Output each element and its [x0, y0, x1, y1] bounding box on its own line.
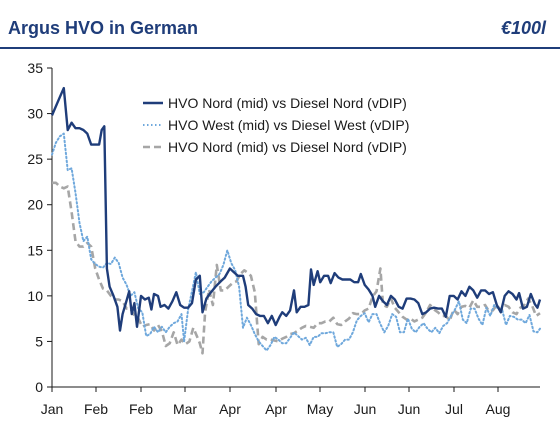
legend-label-2: HVO West (mid) vs Diesel West (vDIP) [168, 117, 409, 133]
y-tick-label: 25 [27, 151, 43, 167]
legend-label-1: HVO Nord (mid) vs Diesel Nord (vDIP) [168, 95, 407, 111]
series-line-2 [51, 132, 541, 352]
y-tick-label: 5 [35, 333, 43, 349]
x-tick-label: Mar [173, 401, 197, 417]
chart-header: Argus HVO in German €100l [0, 0, 560, 49]
y-tick-label: 0 [35, 379, 43, 395]
x-tick-label: Feb [84, 401, 108, 417]
x-tick-label: Apr [219, 401, 241, 417]
x-tick-label: Aug [486, 401, 511, 417]
x-tick-label: May [307, 401, 333, 417]
series-layer [50, 86, 542, 355]
y-tick-label: 15 [27, 242, 43, 258]
header-divider [0, 47, 560, 49]
x-tick-label: Feb [129, 401, 153, 417]
legend: HVO Nord (mid) vs Diesel Nord (vDIP) HVO … [143, 95, 409, 155]
chart-title: Argus HVO in German [8, 18, 199, 38]
x-tick-label: Apr [265, 401, 287, 417]
axes: 0 5 10 15 20 25 30 35 Jan Feb Feb Mar Apr Apr May Jun Ju… [27, 60, 540, 417]
x-tick-label: Jun [354, 401, 377, 417]
x-tick-label: Jul [445, 401, 463, 417]
series-line-3 [52, 181, 541, 355]
y-tick-label: 30 [27, 106, 43, 122]
legend-label-3: HVO Nord (mid) vs Diesel Nord (vDIP) [168, 139, 407, 155]
y-tick-label: 10 [27, 288, 43, 304]
x-tick-label: Jan [41, 401, 64, 417]
x-tick-label: Jun [398, 401, 421, 417]
y-tick-label: 20 [27, 197, 43, 213]
series-line-1 [50, 86, 542, 332]
y-tick-label: 35 [27, 60, 43, 76]
chart-unit-label: €100l [500, 18, 546, 38]
